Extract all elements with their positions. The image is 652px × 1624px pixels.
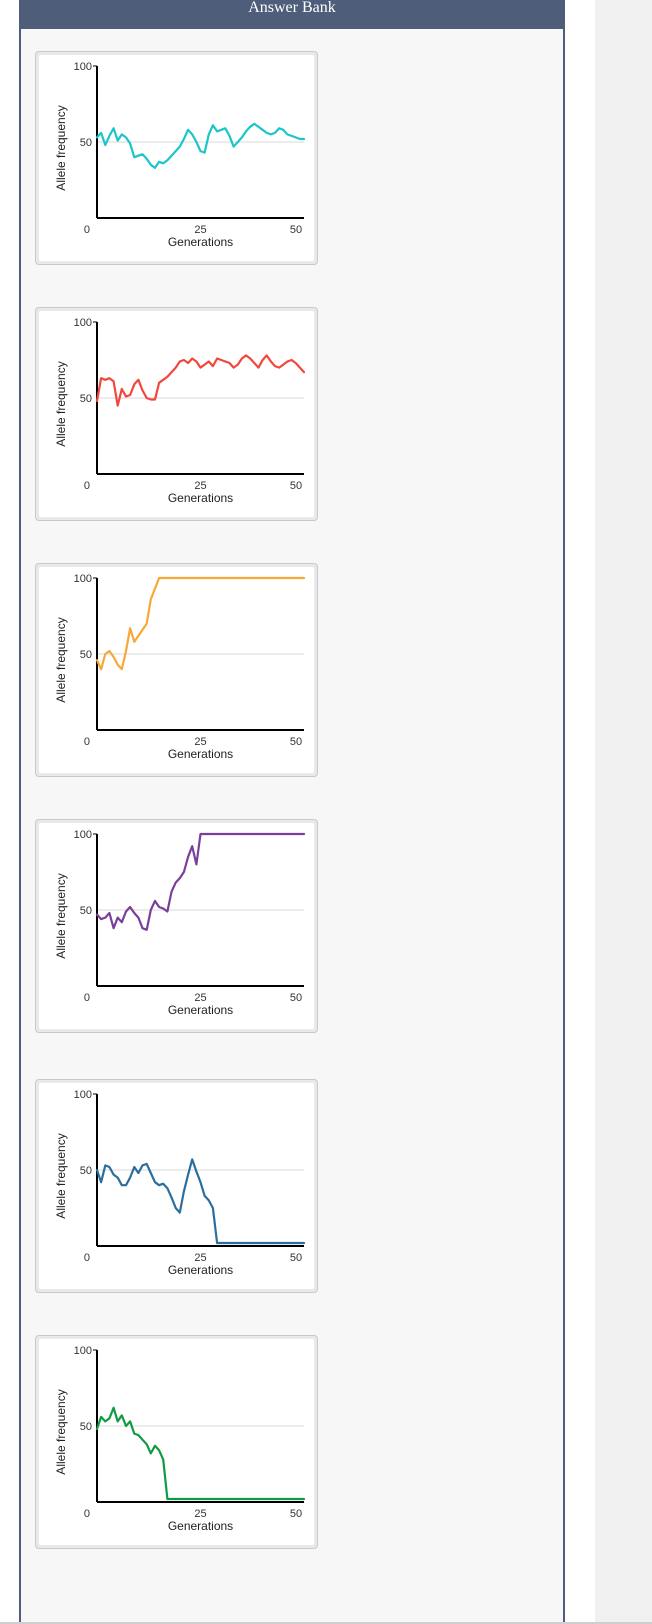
answer-card-5[interactable]: 0 50 100 25 50 Generations Allele frequency — [35, 1079, 318, 1293]
y-axis-label: Allele frequency — [54, 1389, 68, 1474]
y-tick-label: 100 — [74, 317, 92, 329]
y-tick-label: 50 — [80, 1421, 92, 1433]
x-tick-label: 50 — [290, 736, 302, 748]
x-axis-label: Generations — [168, 1003, 233, 1017]
y-tick-label: 0 — [84, 1252, 90, 1264]
x-tick-label: 25 — [194, 480, 206, 492]
y-axis-label: Allele frequency — [54, 1133, 68, 1218]
series-line — [95, 1158, 306, 1245]
y-axis-label: Allele frequency — [54, 873, 68, 958]
x-tick-label: 50 — [290, 224, 302, 236]
x-axis-label: Generations — [168, 747, 233, 761]
answer-card-1[interactable]: 0 50 100 25 50 Generations Allele frequency — [35, 51, 318, 265]
y-tick-label: 50 — [80, 649, 92, 661]
right-gutter — [595, 0, 652, 1624]
y-axis-label: Allele frequency — [54, 617, 68, 702]
x-tick-label: 50 — [290, 992, 302, 1004]
answer-card-2[interactable]: 0 50 100 25 50 Generations Allele frequency — [35, 307, 318, 521]
x-tick-label: 25 — [194, 224, 206, 236]
y-axis-label: Allele frequency — [54, 105, 68, 190]
y-axis-label: Allele frequency — [54, 361, 68, 446]
series-line — [95, 832, 306, 931]
y-tick-label: 100 — [74, 829, 92, 841]
x-tick-label: 50 — [290, 1508, 302, 1520]
x-tick-label: 50 — [290, 480, 302, 492]
y-tick-label: 100 — [74, 573, 92, 585]
x-tick-label: 25 — [194, 736, 206, 748]
y-tick-label: 50 — [80, 1165, 92, 1177]
answer-card-6[interactable]: 0 50 100 25 50 Generations Allele frequency — [35, 1335, 318, 1549]
y-tick-label: 0 — [84, 736, 90, 748]
x-axis-label: Generations — [168, 491, 233, 505]
x-axis-label: Generations — [168, 235, 233, 249]
series-line — [95, 576, 306, 671]
y-tick-label: 0 — [84, 224, 90, 236]
y-tick-label: 100 — [74, 1345, 92, 1357]
page-bottom-border — [0, 1622, 652, 1624]
x-tick-label: 25 — [194, 992, 206, 1004]
y-tick-label: 0 — [84, 992, 90, 1004]
y-tick-label: 100 — [74, 1089, 92, 1101]
series-line — [95, 354, 306, 407]
x-tick-label: 50 — [290, 1252, 302, 1264]
series-line — [95, 122, 306, 169]
series-line — [95, 1406, 306, 1501]
x-tick-label: 25 — [194, 1252, 206, 1264]
y-tick-label: 0 — [84, 480, 90, 492]
y-tick-label: 100 — [74, 61, 92, 73]
x-axis-label: Generations — [168, 1263, 233, 1277]
answer-bank-header: Answer Bank — [21, 0, 563, 29]
answer-card-4[interactable]: 0 50 100 25 50 Generations Allele frequency — [35, 819, 318, 1033]
x-axis-label: Generations — [168, 1519, 233, 1533]
y-tick-label: 0 — [84, 1508, 90, 1520]
y-tick-label: 50 — [80, 393, 92, 405]
y-tick-label: 50 — [80, 905, 92, 917]
answer-card-3[interactable]: 0 50 100 25 50 Generations Allele frequency — [35, 563, 318, 777]
y-tick-label: 50 — [80, 137, 92, 149]
x-tick-label: 25 — [194, 1508, 206, 1520]
